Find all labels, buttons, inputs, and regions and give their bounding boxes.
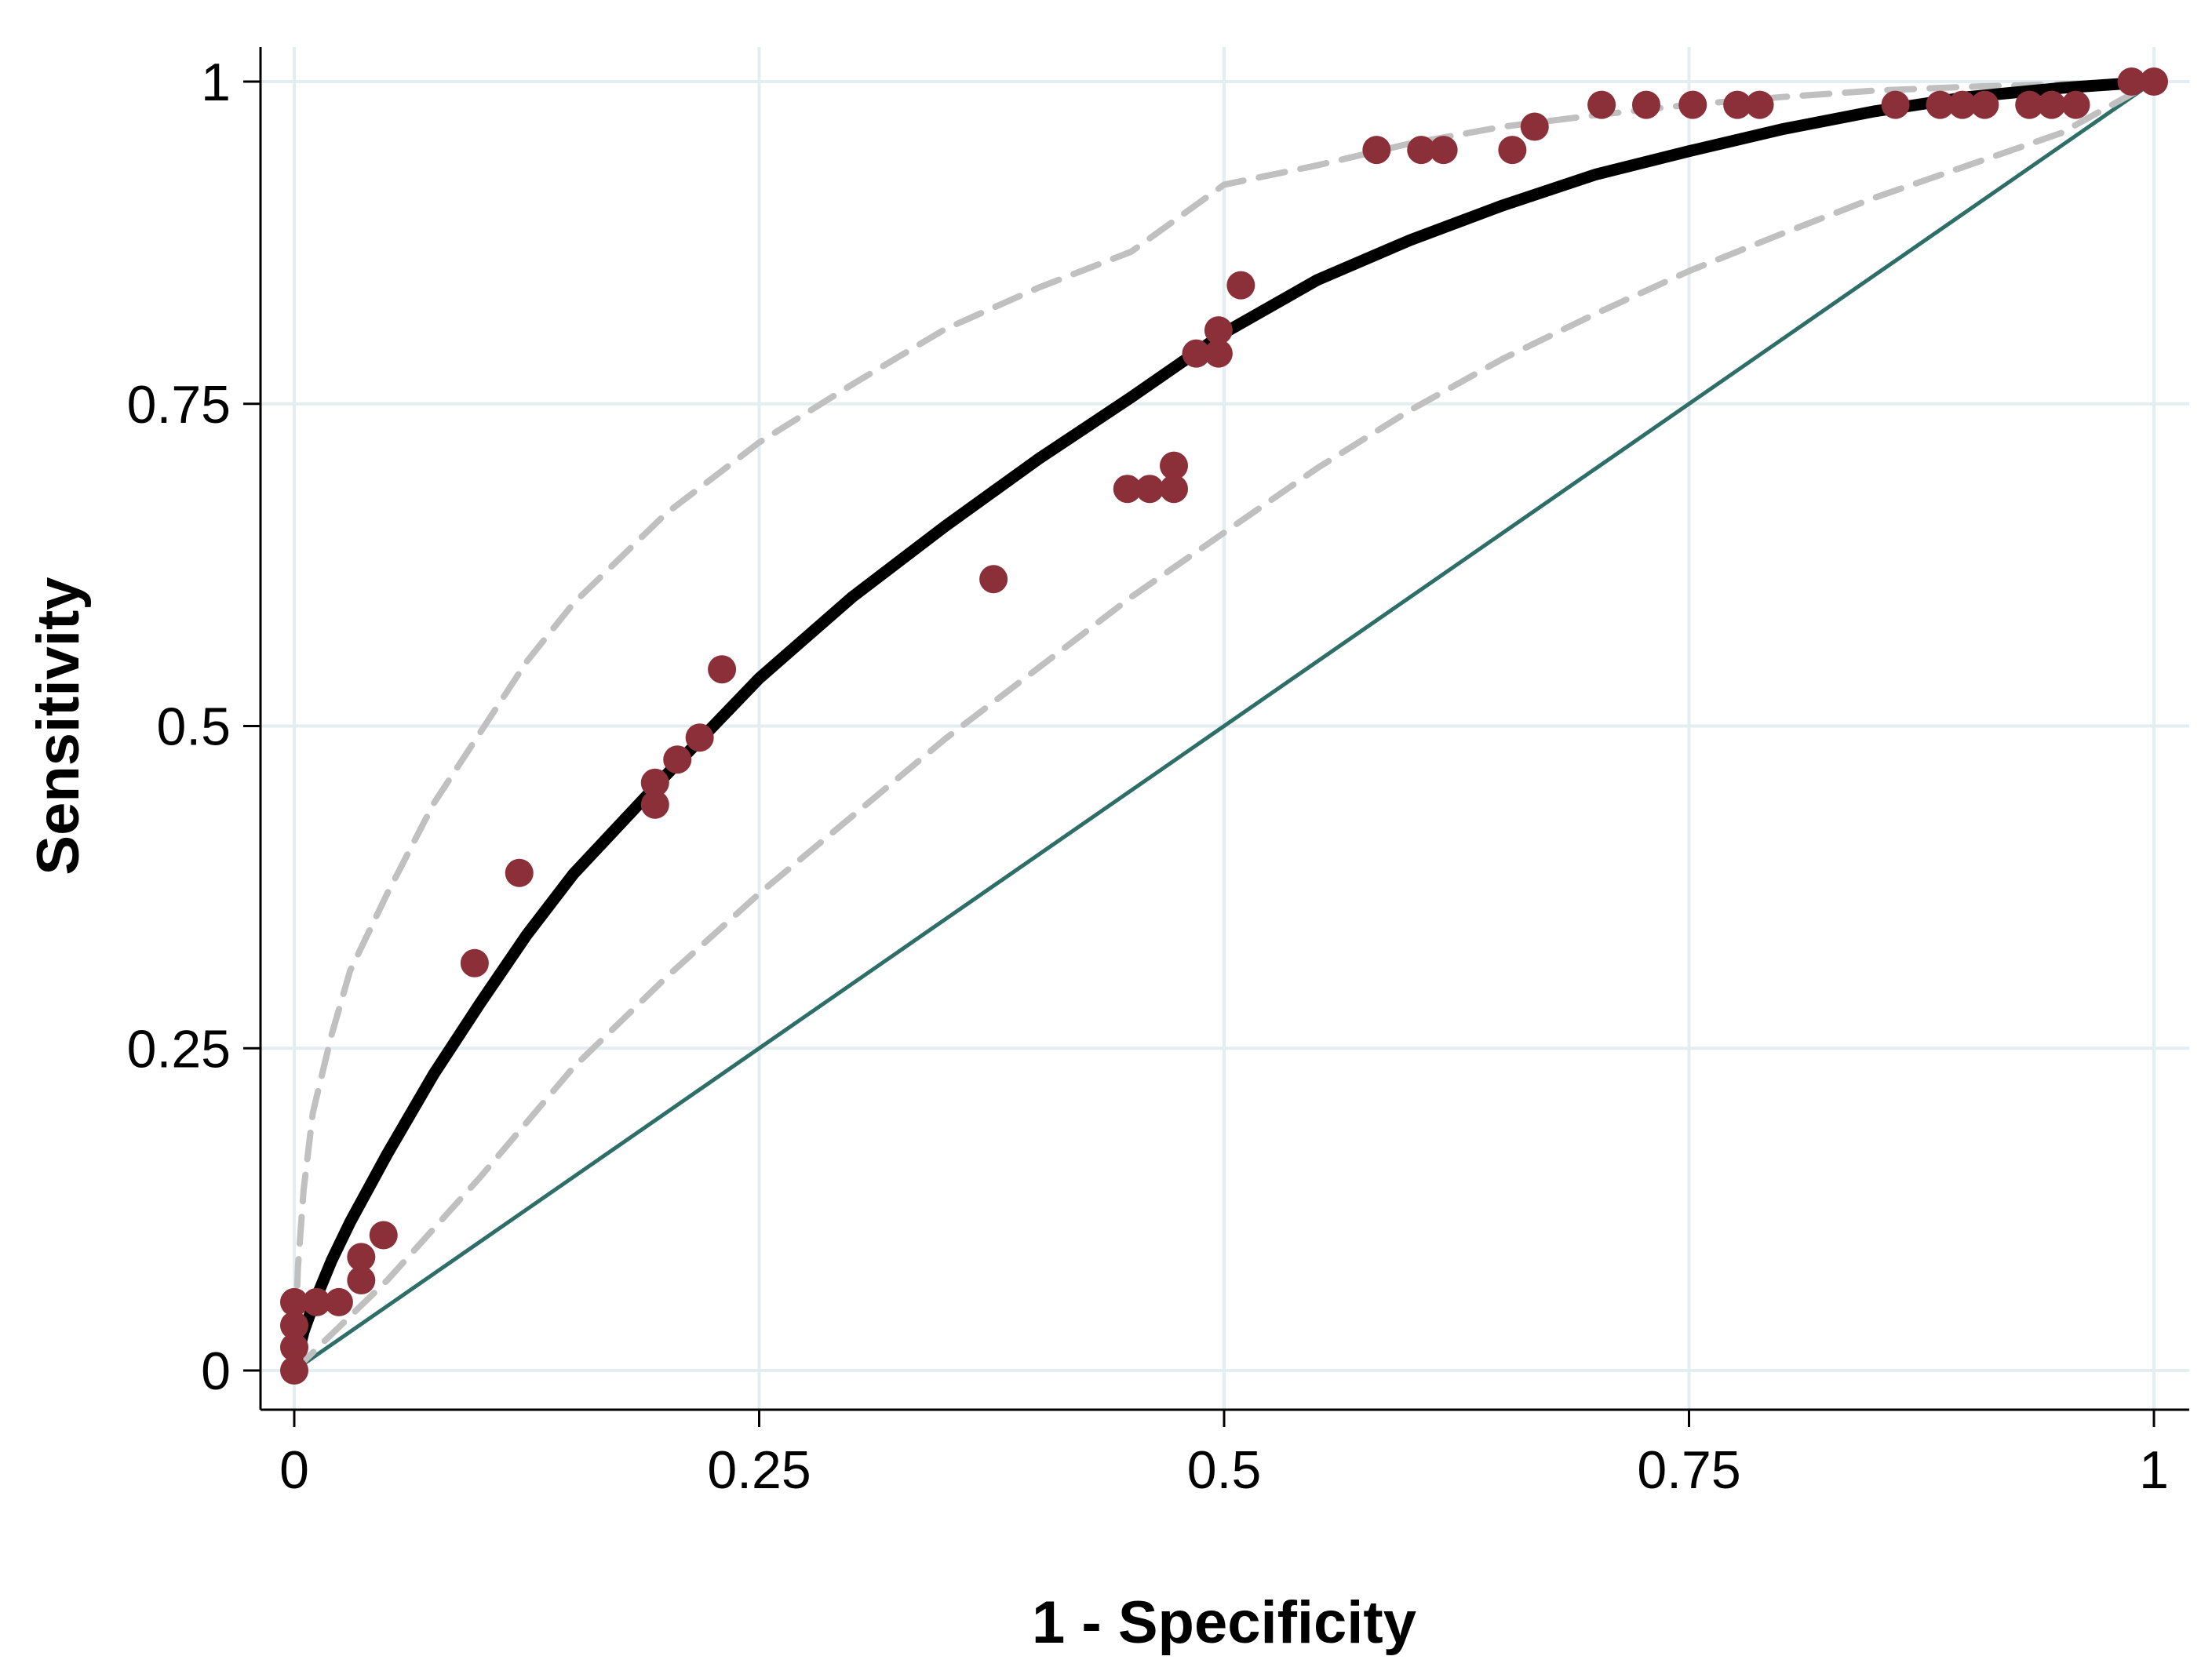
roc-data-point (2037, 90, 2066, 119)
roc-data-point (663, 745, 692, 774)
x-axis-title: 1 - Specificity (1032, 1589, 1416, 1656)
roc-data-point (347, 1265, 376, 1294)
y-tick-label: 1 (201, 53, 231, 112)
y-tick-label: 0.75 (127, 375, 231, 435)
plot-area (280, 67, 2168, 1385)
roc-data-point (1113, 475, 1142, 504)
roc-data-point (1520, 112, 1549, 141)
roc-data-point (1881, 90, 1910, 119)
roc-data-point (640, 768, 669, 797)
y-tick-label: 0.5 (156, 697, 231, 757)
roc-data-point (708, 655, 737, 684)
lower-confidence-bound (291, 78, 2157, 1374)
roc-data-point (2117, 67, 2146, 96)
roc-data-point (1926, 90, 1955, 119)
roc-data-point (1135, 475, 1164, 504)
roc-data-point (1160, 451, 1189, 480)
x-tick-label: 1 (2139, 1440, 2169, 1500)
roc-data-point (302, 1287, 331, 1316)
x-tick-label: 0.25 (707, 1440, 811, 1500)
roc-data-point (1631, 90, 1660, 119)
x-tick-label: 0 (279, 1440, 309, 1500)
roc-data-point (1498, 136, 1527, 165)
roc-data-point (2061, 90, 2090, 119)
roc-data-point (460, 948, 489, 977)
roc-data-point (640, 790, 669, 819)
roc-data-point (2140, 67, 2168, 96)
roc-data-point (685, 723, 714, 752)
roc-data-point (1678, 90, 1707, 119)
y-tick-label: 0 (201, 1341, 231, 1401)
roc-data-point (1970, 90, 1999, 119)
y-tick-label: 0.25 (127, 1019, 231, 1079)
roc-data-point (1182, 339, 1211, 368)
ticks: 0 0.25 0.5 0.75 1 0 0.25 0.5 0.75 1 (127, 53, 2169, 1500)
roc-data-point (1723, 90, 1752, 119)
roc-data-point (1948, 90, 1977, 119)
roc-data-point (1587, 90, 1616, 119)
roc-data-point (505, 858, 534, 887)
roc-data-point (2015, 90, 2044, 119)
roc-data-point (347, 1243, 376, 1272)
roc-data-point (1407, 136, 1436, 165)
roc-data-point (1204, 316, 1233, 345)
roc-data-point (1745, 90, 1774, 119)
roc-data-point (324, 1287, 353, 1316)
roc-data-point (369, 1221, 398, 1250)
roc-data-point (280, 1356, 308, 1385)
roc-data-point (280, 1333, 308, 1362)
roc-data-point (1429, 136, 1458, 165)
roc-data-point (979, 565, 1008, 594)
reference-diagonal-line (293, 79, 2156, 1373)
x-tick-label: 0.5 (1187, 1440, 1262, 1500)
roc-data-point (280, 1311, 308, 1340)
roc-data-point (1226, 271, 1255, 300)
grid (261, 47, 2189, 1410)
roc-data-point (1160, 475, 1189, 504)
roc-data-point (280, 1287, 308, 1316)
fitted-roc-curve (288, 75, 2160, 1377)
roc-data-point (1204, 339, 1233, 368)
y-axis-title: Sensitivity (25, 577, 92, 875)
roc-data-point (1362, 136, 1391, 165)
x-tick-label: 0.75 (1637, 1440, 1740, 1500)
